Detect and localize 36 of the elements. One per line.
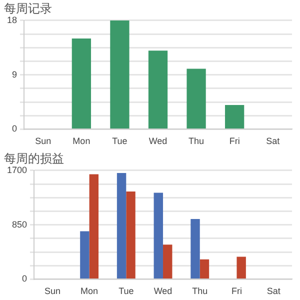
x-tick-label: Sun bbox=[35, 136, 52, 146]
x-tick-label: Tue bbox=[118, 286, 134, 296]
x-tick-label: Mon bbox=[80, 286, 98, 296]
bar bbox=[72, 38, 92, 128]
y-tick-label: 18 bbox=[6, 14, 18, 25]
x-tick-label: Wed bbox=[154, 286, 172, 296]
bar bbox=[89, 174, 99, 278]
y-tick-label: 0 bbox=[12, 124, 18, 134]
bar bbox=[225, 105, 244, 128]
y-tick-label: 850 bbox=[12, 219, 28, 230]
x-tick-label: Thu bbox=[192, 286, 208, 296]
x-tick-label: Sat bbox=[266, 136, 280, 146]
chart-title: 每周的损益 bbox=[4, 151, 64, 166]
bar bbox=[110, 20, 130, 128]
x-tick-label: Fri bbox=[231, 286, 242, 296]
bar bbox=[236, 256, 246, 278]
x-tick-label: Mon bbox=[72, 136, 90, 146]
bar bbox=[126, 192, 136, 278]
chart-title: 每周记录 bbox=[4, 1, 52, 16]
x-tick-label: Sun bbox=[44, 286, 60, 296]
x-tick-label: Tue bbox=[112, 136, 128, 146]
x-tick-label: Fri bbox=[229, 136, 240, 146]
y-tick-label: 9 bbox=[12, 69, 18, 80]
bar bbox=[200, 259, 210, 278]
x-tick-label: Thu bbox=[188, 136, 204, 146]
y-tick-label: 1700 bbox=[6, 164, 28, 175]
bar bbox=[163, 244, 172, 278]
bar bbox=[80, 231, 90, 278]
bar bbox=[148, 50, 168, 128]
x-tick-label: Wed bbox=[148, 136, 168, 146]
x-tick-label: Sat bbox=[266, 286, 281, 296]
bar bbox=[154, 192, 164, 278]
y-tick-label: 0 bbox=[22, 274, 28, 284]
bar bbox=[186, 68, 206, 128]
bar bbox=[116, 172, 126, 278]
bar bbox=[190, 219, 200, 278]
